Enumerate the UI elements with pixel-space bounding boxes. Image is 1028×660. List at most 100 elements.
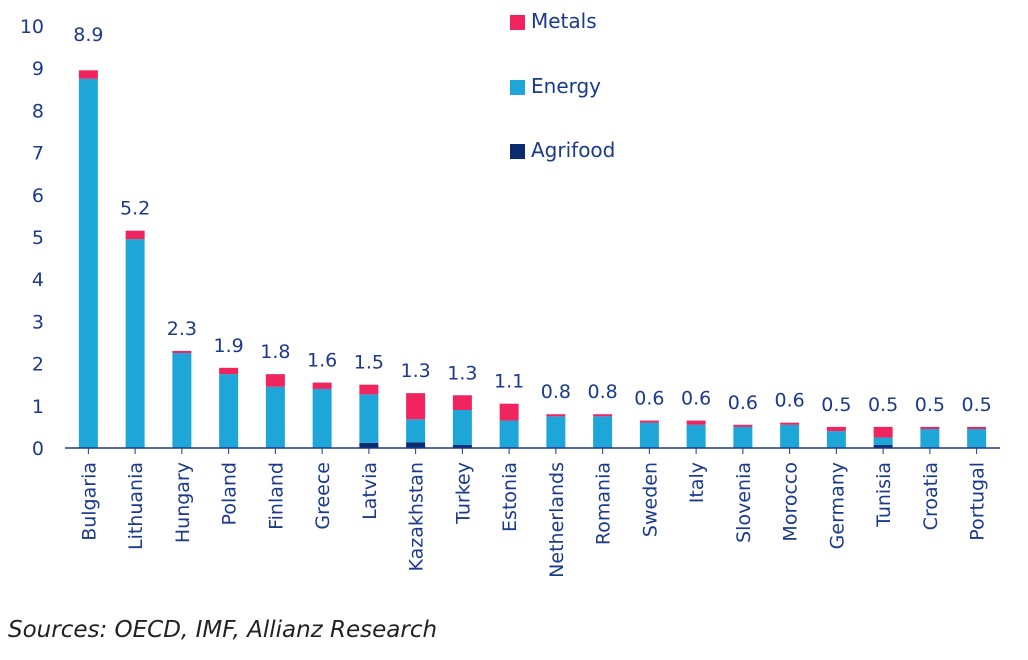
data-label: 0.5 [915, 394, 945, 416]
data-label: 1.3 [447, 362, 477, 384]
bar-segment-metals [686, 420, 706, 425]
bar-segment-energy [359, 394, 379, 443]
x-tick-label: Tunisia [873, 462, 895, 528]
bar-segment-metals [499, 403, 519, 421]
x-tick-label: Poland [219, 462, 241, 525]
x-tick-label: Bulgaria [78, 462, 100, 541]
bar-segment-energy [406, 419, 426, 443]
data-label: 1.3 [401, 360, 431, 382]
y-tick-label: 10 [20, 16, 44, 38]
bar-segment-energy [686, 424, 706, 448]
data-label: 0.8 [541, 381, 571, 403]
legend-label: Metals [531, 9, 597, 33]
y-tick-label: 6 [32, 185, 44, 207]
legend-swatch-agrifood [510, 144, 525, 159]
data-label: 8.9 [73, 24, 103, 46]
bar-segment-energy [78, 78, 98, 448]
bar-segment-agrifood [406, 442, 426, 448]
x-tick-label: Portugal [967, 462, 989, 541]
bar-segment-agrifood [452, 445, 472, 448]
bar-segment-energy [452, 410, 472, 446]
y-tick-label: 0 [32, 438, 44, 460]
x-tick-label: Italy [686, 462, 708, 503]
y-axis: 0 1 2 3 4 5 6 7 8 9 10 [20, 16, 44, 460]
bar-segment-energy [499, 420, 519, 448]
y-tick-label: 1 [32, 396, 44, 418]
bars [78, 70, 987, 448]
bar-segment-metals [359, 384, 379, 395]
x-tick-label: Germany [826, 462, 848, 549]
legend-label: Agrifood [531, 138, 615, 162]
legend: Metals Energy Agrifood [510, 9, 615, 162]
data-label: 1.6 [307, 350, 337, 372]
bar-segment-energy [593, 416, 613, 448]
bar-segment-energy [920, 429, 940, 448]
bar-segment-metals [967, 426, 987, 430]
bar-segment-energy [265, 386, 285, 448]
y-tick-label: 5 [32, 227, 44, 249]
x-tick-label: Lithuania [125, 462, 147, 550]
bar-segment-metals [406, 393, 426, 420]
bar-segment-energy [873, 437, 893, 446]
x-tick-label: Finland [265, 462, 287, 530]
stacked-bar-chart: 0 1 2 3 4 5 6 7 8 9 10 8.9 5.2 2.3 1.9 1.8 1.6 1.5 1.3 1.3… [20, 9, 1000, 578]
x-tick-label: Greece [312, 462, 334, 530]
x-axis: Bulgaria Lithuania Hungary Poland Finland Gre… [65, 447, 1000, 578]
bar-segment-metals [920, 426, 940, 430]
bar-segment-metals [780, 422, 800, 425]
x-tick-label: Hungary [172, 462, 194, 543]
bar-segment-energy [219, 374, 239, 448]
data-label: 0.6 [775, 390, 805, 412]
bar-segment-metals [219, 367, 239, 375]
x-tick-label: Turkey [452, 462, 474, 525]
bar-segment-metals [546, 414, 566, 417]
bar-segment-energy [639, 422, 659, 448]
bar-segment-agrifood [873, 445, 893, 448]
y-tick-label: 8 [32, 100, 44, 122]
bar-segment-energy [546, 416, 566, 448]
data-label: 0.5 [821, 394, 851, 416]
bar-segment-energy [172, 353, 192, 448]
x-tick-label: Romania [593, 462, 615, 545]
x-tick-label: Slovenia [733, 462, 755, 543]
data-label: 0.5 [868, 394, 898, 416]
data-label: 0.6 [681, 388, 711, 410]
data-label: 5.2 [120, 198, 150, 220]
bar-segment-metals [826, 426, 846, 432]
data-label: 1.9 [214, 335, 244, 357]
y-tick-label: 9 [32, 58, 44, 80]
x-tick-label: Morocco [780, 462, 802, 542]
bar-segment-energy [733, 426, 753, 448]
x-tick-label: Kazakhstan [406, 462, 428, 571]
bar-segment-metals [593, 414, 613, 417]
data-labels: 8.9 5.2 2.3 1.9 1.8 1.6 1.5 1.3 1.3 1.1 0.8 0.8 0.6 0… [73, 24, 991, 416]
x-tick-label: Croatia [920, 462, 942, 530]
data-label: 1.1 [494, 371, 524, 393]
y-tick-label: 3 [32, 311, 44, 333]
bar-segment-metals [873, 426, 893, 438]
x-tick-label: Latvia [359, 462, 381, 520]
bar-segment-metals [265, 374, 285, 387]
legend-swatch-energy [510, 80, 525, 95]
bar-segment-energy [967, 429, 987, 448]
bar-segment-energy [312, 388, 332, 448]
bar-segment-metals [312, 382, 332, 389]
data-label: 0.6 [634, 388, 664, 410]
data-label: 1.5 [354, 352, 384, 374]
x-tick-label: Estonia [499, 462, 521, 532]
bar-segment-metals [639, 420, 659, 423]
data-label: 2.3 [167, 318, 197, 340]
bar-segment-metals [125, 230, 145, 240]
y-tick-label: 2 [32, 354, 44, 376]
data-label: 0.5 [962, 394, 992, 416]
source-note: Sources: OECD, IMF, Allianz Research [8, 617, 438, 643]
x-tick-label: Netherlands [546, 462, 568, 578]
bar-segment-energy [125, 239, 145, 448]
y-tick-label: 4 [32, 269, 44, 291]
bar-segment-agrifood [359, 442, 379, 448]
bar-segment-energy [826, 431, 846, 448]
bar-segment-metals [172, 350, 192, 354]
data-label: 0.6 [728, 392, 758, 414]
y-tick-label: 7 [32, 143, 44, 165]
bar-segment-metals [452, 395, 472, 411]
